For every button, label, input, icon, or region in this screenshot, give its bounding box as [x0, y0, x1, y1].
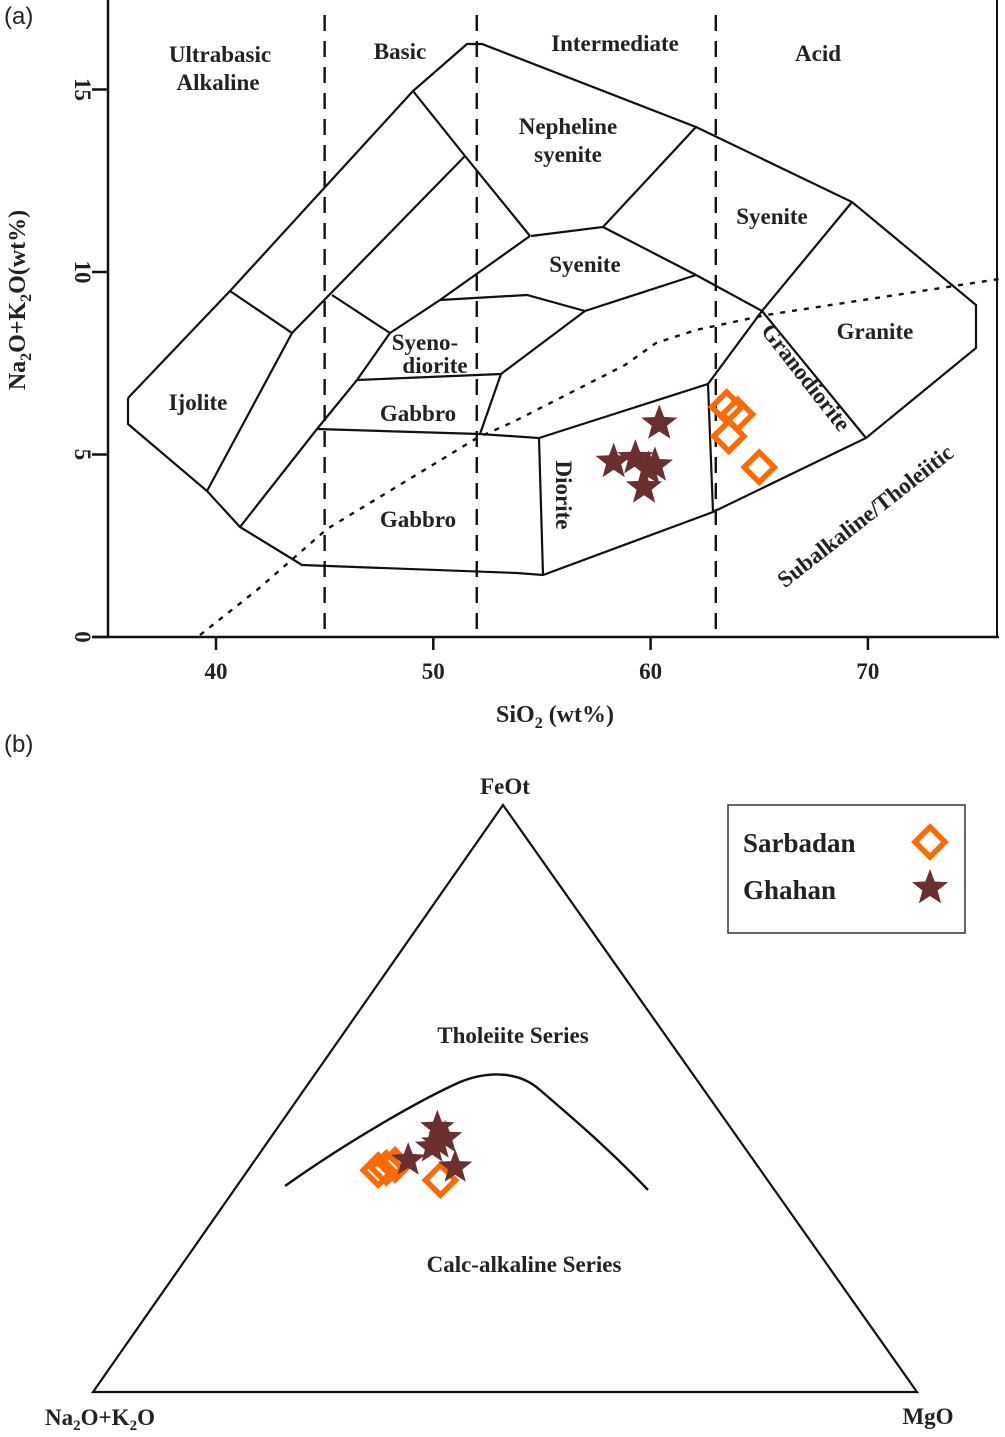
group-label-basic: Basic	[374, 39, 426, 64]
field-boundary	[239, 235, 531, 528]
y-tick-label: 15	[70, 78, 95, 101]
field-label-granite: Granite	[837, 319, 914, 344]
apex-label-mgo: MgO	[902, 1404, 953, 1429]
tholeiite-calcalkaline-boundary	[284, 1073, 649, 1191]
ghahan-star-point	[391, 1142, 426, 1175]
x-tick-label: 50	[422, 659, 445, 684]
field-label-diorite: Diorite	[551, 461, 576, 530]
field-label-gabbro-lower: Gabbro	[380, 507, 456, 532]
legend-label-ghahan: Ghahan	[743, 875, 836, 905]
field-boundary	[761, 310, 867, 439]
group-label-acid: Acid	[795, 41, 841, 66]
tas-data-points	[595, 388, 779, 503]
field-boundary	[439, 273, 697, 313]
field-label-syenite: Syenite	[549, 252, 621, 277]
legend: Sarbadan Ghahan	[727, 804, 966, 934]
sarbadan-diamond-point	[359, 1151, 398, 1190]
group-label-ultrabasic: Ultrabasic	[169, 42, 271, 67]
ghahan-star-point	[626, 468, 663, 503]
silica-division-lines	[323, 15, 717, 630]
ghahan-star-point	[428, 1119, 463, 1153]
panel-a-label: (a)	[4, 3, 33, 30]
x-tick-label: 60	[639, 659, 662, 684]
legend-diamond-icon	[911, 823, 949, 861]
group-label-intermediate: Intermediate	[551, 31, 679, 56]
y-tick-label: 0	[70, 631, 95, 643]
ghahan-star-point	[595, 442, 632, 478]
sarbadan-diamond-point	[367, 1148, 406, 1187]
field-boundary	[602, 201, 853, 313]
tas-field-boundaries	[126, 42, 978, 577]
legend-label-sarbadan: Sarbadan	[743, 828, 856, 858]
field-label-syenite-upper: Syenite	[736, 204, 808, 229]
panel-b-label: (b)	[4, 731, 33, 758]
ghahan-star-point	[420, 1109, 455, 1143]
ghahan-star-point	[438, 1149, 473, 1182]
field-boundary	[412, 90, 531, 237]
field-label-nepheline-syenite: syenite	[534, 142, 602, 167]
field-boundary	[316, 427, 545, 576]
legend-star-icon	[911, 869, 949, 904]
field-boundary	[707, 310, 763, 385]
field-label-syeno: Syeno-	[392, 330, 458, 355]
sarbadan-diamond-point	[740, 448, 779, 487]
x-tick-label: 40	[205, 659, 228, 684]
field-label-gabbro-upper: Gabbro	[380, 401, 456, 426]
ternary-triangle	[90, 803, 920, 1394]
field-label-syenodiorite: diorite	[402, 353, 467, 378]
axis-ticks: 40 50 60 70 0 5 10 15	[70, 78, 879, 684]
ghahan-star-point	[617, 439, 654, 474]
alkaline-subalkaline-divider	[199, 277, 1000, 636]
y-axis-label: Na2O+K2O(wt%)	[5, 210, 35, 390]
y-tick-label: 5	[70, 449, 95, 461]
sarbadan-diamond-point	[709, 417, 748, 456]
field-label-ijolite: Ijolite	[169, 390, 228, 415]
field-boundary	[478, 373, 503, 435]
y-tick-label: 10	[70, 261, 95, 284]
panel-b: (b) FeOt Na2O+K2O MgO Tholeiite Series C…	[4, 731, 966, 1434]
ghahan-star-point	[641, 404, 678, 439]
field-label-nepheline: Nepheline	[519, 114, 617, 139]
divider-label-subalkaline-tholeiitic: Subalkaline/Tholeiitic	[773, 440, 959, 593]
ghahan-star-point	[414, 1129, 450, 1162]
field-boundary	[291, 155, 466, 334]
panel-a: (a) 40 50 60 70 0 5 10 15 SiO2 (wt%) Na2O+K2O(w…	[4, 0, 1000, 732]
x-tick-label: 70	[856, 659, 879, 684]
region-label-calcalkaline: Calc-alkaline Series	[427, 1252, 622, 1277]
x-axis-label: SiO2 (wt%)	[496, 702, 614, 732]
legend-box	[727, 804, 966, 934]
apex-label-alkali: Na2O+K2O	[45, 1405, 155, 1434]
ghahan-star-point	[636, 446, 673, 481]
apex-label-feot: FeOt	[480, 774, 530, 799]
field-boundary	[331, 294, 391, 334]
group-label-alkaline: Alkaline	[176, 70, 259, 95]
ternary-data-points	[359, 1109, 473, 1199]
region-label-tholeiite: Tholeiite Series	[437, 1023, 588, 1048]
